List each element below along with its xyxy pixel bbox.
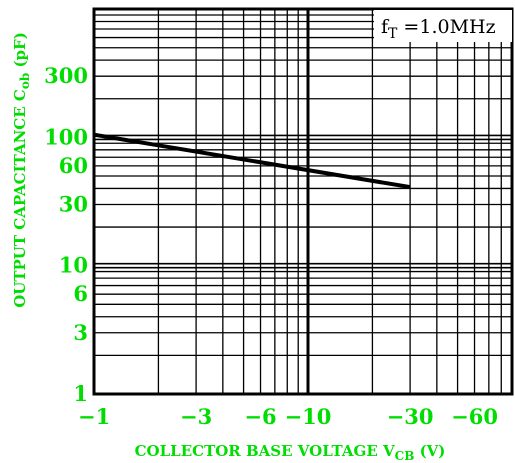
y-tick-label: 30 xyxy=(59,191,88,216)
y-tick-label: 300 xyxy=(44,63,88,88)
x-tick-label: −30 xyxy=(387,404,434,429)
annotation-box xyxy=(374,10,512,42)
y-tick-label: 100 xyxy=(44,124,88,149)
y-tick-label: 3 xyxy=(73,320,88,345)
x-tick-label: −6 xyxy=(244,404,276,429)
frequency-annotation: fT =1.0MHz xyxy=(381,16,496,42)
y-tick-labels: 1 3 6 10 30 60 100 300 xyxy=(44,63,88,406)
x-tick-labels: −1 −3 −6 −10 −30 −60 xyxy=(78,404,498,429)
y-tick-label: 60 xyxy=(59,153,88,178)
x-tick-label: −1 xyxy=(78,404,110,429)
series xyxy=(93,132,411,190)
capacitance-curve xyxy=(93,132,411,190)
y-tick-label: 1 xyxy=(73,381,88,406)
y-tick-label: 6 xyxy=(73,281,88,306)
y-axis-title: OUTPUT CAPACITANCE Cob (pF) xyxy=(11,32,32,308)
y-tick-label: 10 xyxy=(59,253,88,278)
x-tick-label: −3 xyxy=(180,404,212,429)
x-axis-title: COLLECTOR BASE VOLTAGE VCB (V) xyxy=(135,442,446,463)
grid xyxy=(94,9,512,394)
plot-frame xyxy=(92,7,514,396)
x-tick-label: −10 xyxy=(285,404,332,429)
x-tick-label: −60 xyxy=(451,404,498,429)
